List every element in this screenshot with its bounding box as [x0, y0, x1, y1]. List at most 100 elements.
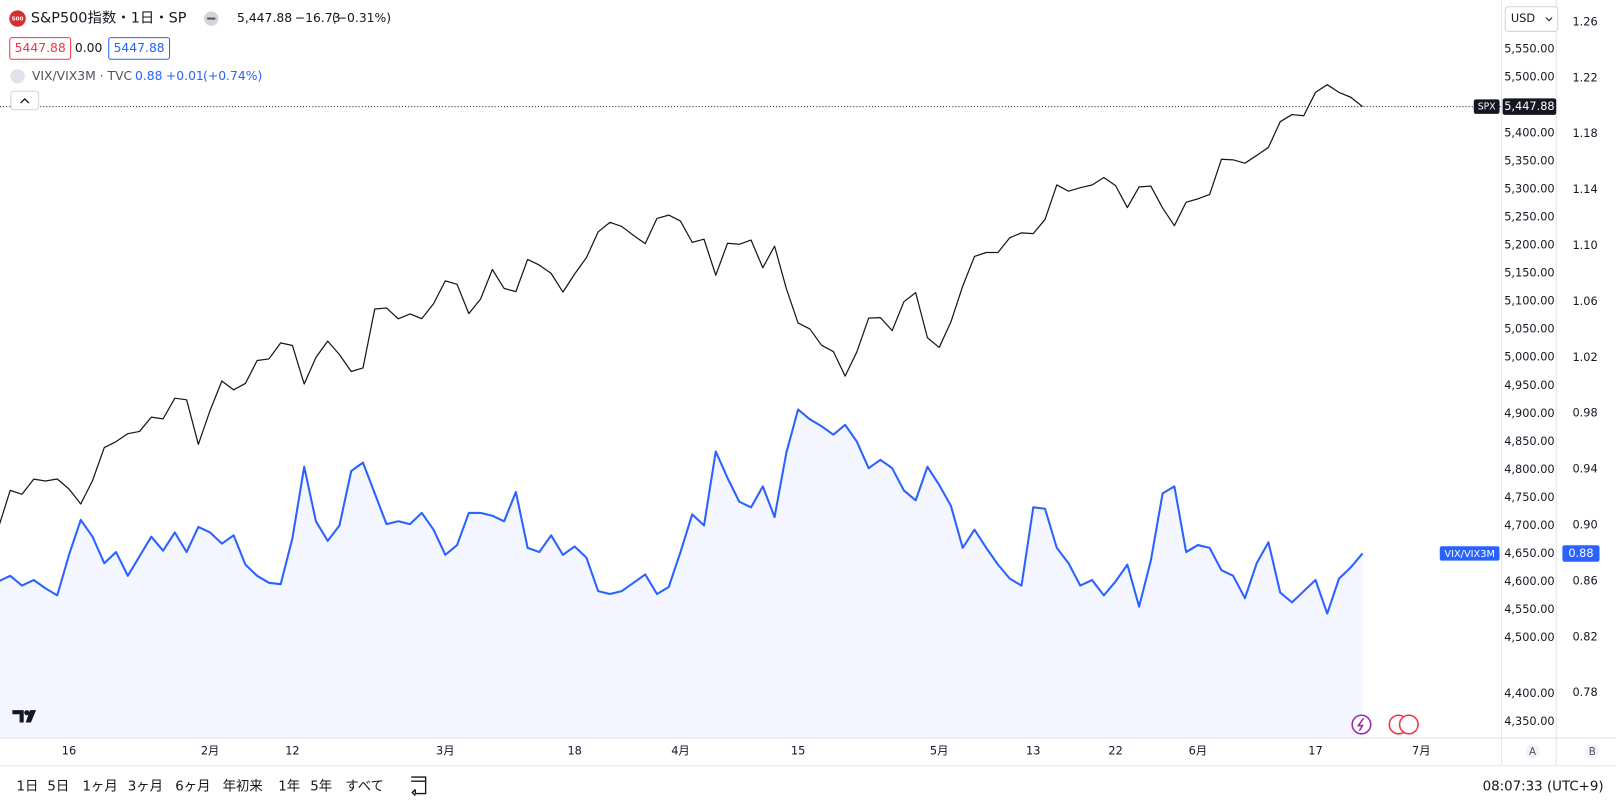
y-tick-label: 4,700.00 — [1504, 518, 1554, 532]
y-tick-label: 4,650.00 — [1504, 546, 1554, 560]
symbol-title[interactable]: S&P500指数・1日・SP — [31, 10, 187, 27]
logo-shape — [12, 710, 37, 723]
bottom-toolbar: 1日 5日 1ヶ月 3ヶ月 6ヶ月 年初来 1年 5年 すべて — [16, 778, 383, 794]
y-tick-label: 5,500.00 — [1504, 69, 1554, 83]
y2-tick-label: 0.78 — [1572, 685, 1597, 699]
price-tag-label: 0.88 — [1568, 546, 1593, 560]
header-change-pct: (−0.31%) — [332, 11, 391, 25]
area — [0, 409, 1363, 738]
y-tick-label: 4,850.00 — [1504, 434, 1554, 448]
price-tag-label: 5,447.88 — [1504, 99, 1554, 113]
x-tick-label: 5月 — [930, 743, 949, 757]
sell-price: 5447.88 — [15, 41, 66, 55]
range-button[interactable]: 1日 — [16, 779, 38, 794]
series-tag — [1439, 546, 1500, 561]
economic-icon[interactable] — [1398, 714, 1419, 735]
dropdown-icon — [1545, 17, 1553, 22]
events-bolt — [1356, 717, 1365, 732]
range-button[interactable]: 3ヶ月 — [128, 779, 163, 794]
range-button[interactable]: 5年 — [310, 778, 332, 794]
clock: 08:07:33 (UTC+9) — [1483, 779, 1604, 794]
x-tick-label: 17 — [1308, 743, 1322, 757]
line — [0, 408, 1364, 615]
series-tag-label: VIX/VIX3M — [1444, 549, 1495, 560]
y-tick-label: 5,200.00 — [1504, 238, 1554, 252]
x-tick-label: 2月 — [201, 743, 220, 757]
x-tick-label: 15 — [791, 743, 805, 757]
y-tick-label: 4,900.00 — [1504, 406, 1554, 420]
y-tick-label: 4,550.00 — [1504, 602, 1554, 616]
y-tick-label: 5,100.00 — [1504, 294, 1554, 308]
x-tick-label: 3月 — [436, 743, 455, 757]
range-button[interactable]: 年初来 — [223, 778, 263, 794]
x-tick-label: 4月 — [671, 743, 690, 757]
spread: 0.00 — [75, 41, 103, 55]
y-tick-label: 5,350.00 — [1504, 154, 1554, 168]
range-button[interactable]: 1年 — [278, 778, 300, 794]
x-tick-label: 6月 — [1189, 743, 1208, 757]
y-tick-label: 4,350.00 — [1504, 714, 1554, 728]
y-tick-label: 4,500.00 — [1504, 630, 1554, 644]
y-tick-label: 4,750.00 — [1504, 490, 1554, 504]
y2-tick-label: 1.14 — [1572, 182, 1597, 196]
compare-symbol[interactable]: VIX/VIX3M · TVC — [32, 69, 132, 83]
logo-dot — [24, 710, 30, 716]
price-tag-box — [1502, 98, 1557, 115]
y-tick-label: 5,050.00 — [1504, 322, 1554, 336]
range-button[interactable]: 5日 — [47, 779, 69, 794]
plot-area — [0, 84, 1502, 738]
range-button[interactable]: すべて — [345, 778, 384, 794]
buy-button[interactable] — [108, 37, 171, 60]
price-tag: SPX 5,447.88 — [1473, 98, 1557, 115]
y2-tick-label: 1.22 — [1572, 70, 1597, 84]
y-tick-label: 5,000.00 — [1504, 350, 1554, 364]
events-icon[interactable] — [1351, 714, 1372, 735]
range-button[interactable]: 6ヶ月 — [175, 779, 210, 794]
compare-eye[interactable] — [10, 69, 25, 84]
collapse-icon — [20, 98, 30, 104]
tv-logo — [12, 710, 37, 723]
y-tick-label: 5,300.00 — [1504, 182, 1554, 196]
y2-tick-label: 0.82 — [1572, 629, 1597, 643]
y2-tick-label: 0.98 — [1572, 406, 1597, 420]
price-tag: VIX/VIX3M 0.88 — [1439, 545, 1600, 562]
y2-tick-label: 1.26 — [1572, 14, 1597, 28]
collapse-button[interactable] — [10, 90, 40, 111]
x-tick-label: 12 — [285, 743, 299, 757]
x-tick-label: 7月 — [1412, 743, 1431, 757]
currency-dropdown[interactable] — [1504, 6, 1559, 32]
scale-button[interactable] — [1585, 744, 1600, 759]
y2-tick-label: 1.18 — [1572, 126, 1597, 140]
scale-button[interactable] — [1525, 744, 1540, 759]
scale-button-label: A — [1529, 746, 1536, 758]
buy-price: 5447.88 — [114, 41, 165, 55]
header-change: −16.73 — [295, 11, 341, 25]
y-tick-label: 5,150.00 — [1504, 266, 1554, 280]
y-tick-label: 5,550.00 — [1504, 41, 1554, 55]
y2-tick-label: 1.10 — [1572, 238, 1597, 252]
compare-value: 0.88 — [135, 69, 163, 83]
price-tag-box — [1562, 545, 1600, 562]
line — [0, 84, 1363, 525]
series-tag — [1473, 99, 1500, 114]
y-tick-label: 5,250.00 — [1504, 210, 1554, 224]
sell-button[interactable] — [9, 37, 72, 60]
date-range-icon[interactable] — [411, 776, 427, 797]
y2-tick-label: 0.86 — [1572, 573, 1597, 587]
scale-button-label: B — [1589, 746, 1596, 758]
x-tick-label: 18 — [567, 743, 581, 757]
x-tick-label: 13 — [1026, 743, 1040, 757]
y-tick-label: 4,800.00 — [1504, 462, 1554, 476]
compare-change: +0.01 — [166, 69, 204, 83]
y-tick-label: 5,400.00 — [1504, 125, 1554, 139]
y-tick-label: 4,600.00 — [1504, 574, 1554, 588]
y-tick-label: 4,400.00 — [1504, 686, 1554, 700]
symbol-icon-text: 500 — [12, 17, 24, 23]
y2-tick-label: 0.90 — [1572, 518, 1597, 532]
range-button[interactable]: 1ヶ月 — [82, 779, 117, 794]
x-tick-label: 16 — [62, 743, 76, 757]
y-tick-label: 4,950.00 — [1504, 378, 1554, 392]
